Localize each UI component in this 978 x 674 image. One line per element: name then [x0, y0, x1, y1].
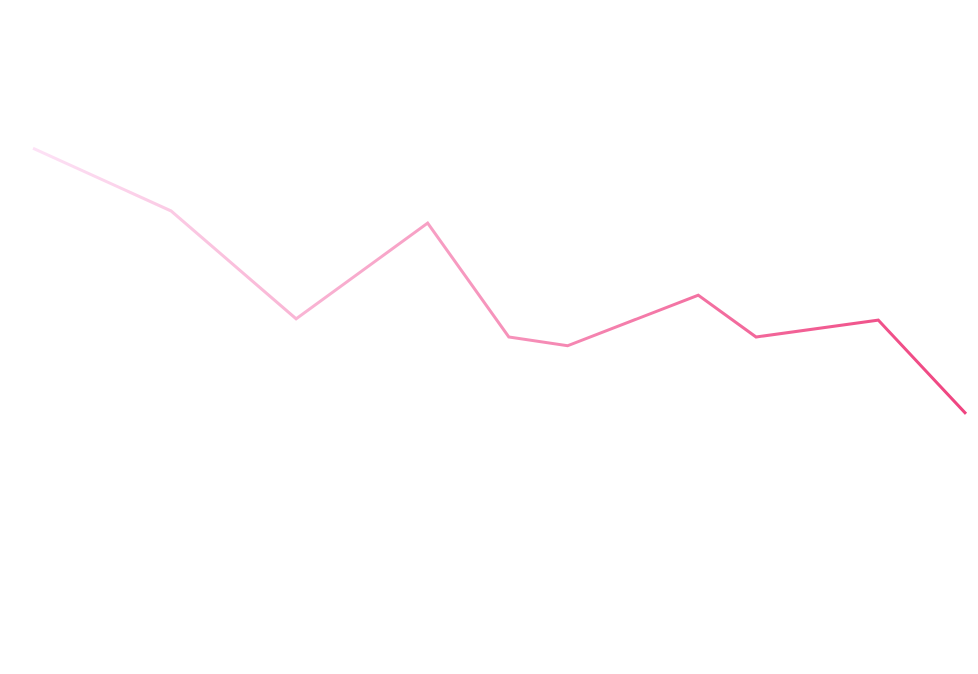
line [32, 146, 968, 415]
